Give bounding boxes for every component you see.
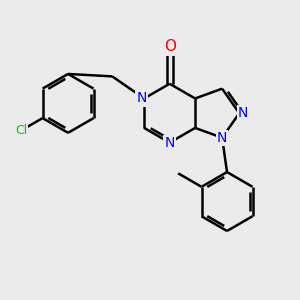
Text: N: N (164, 136, 175, 150)
Text: N: N (238, 106, 248, 120)
Text: N: N (136, 92, 147, 106)
Text: O: O (164, 39, 175, 54)
Text: Cl: Cl (15, 124, 27, 137)
Text: N: N (217, 131, 227, 145)
